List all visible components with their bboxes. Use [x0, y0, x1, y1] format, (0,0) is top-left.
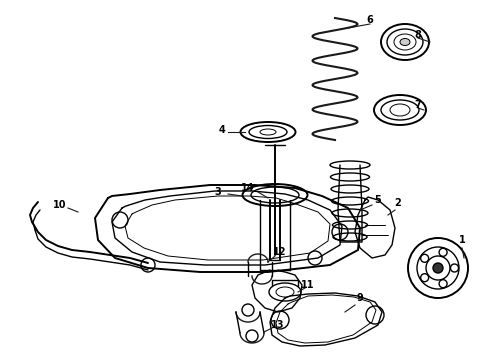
Text: 6: 6: [367, 15, 373, 25]
Text: 7: 7: [415, 100, 421, 110]
Text: 3: 3: [215, 187, 221, 197]
Text: 13: 13: [271, 320, 285, 330]
Text: 1: 1: [459, 235, 466, 245]
Text: 2: 2: [394, 198, 401, 208]
Text: 10: 10: [53, 200, 67, 210]
Text: 8: 8: [415, 30, 421, 40]
Circle shape: [433, 263, 443, 273]
Text: 14: 14: [241, 183, 255, 193]
Text: 9: 9: [357, 293, 364, 303]
Text: 11: 11: [301, 280, 315, 290]
Text: 5: 5: [375, 195, 381, 205]
Ellipse shape: [400, 39, 410, 45]
Text: 12: 12: [273, 247, 287, 257]
Text: 4: 4: [219, 125, 225, 135]
